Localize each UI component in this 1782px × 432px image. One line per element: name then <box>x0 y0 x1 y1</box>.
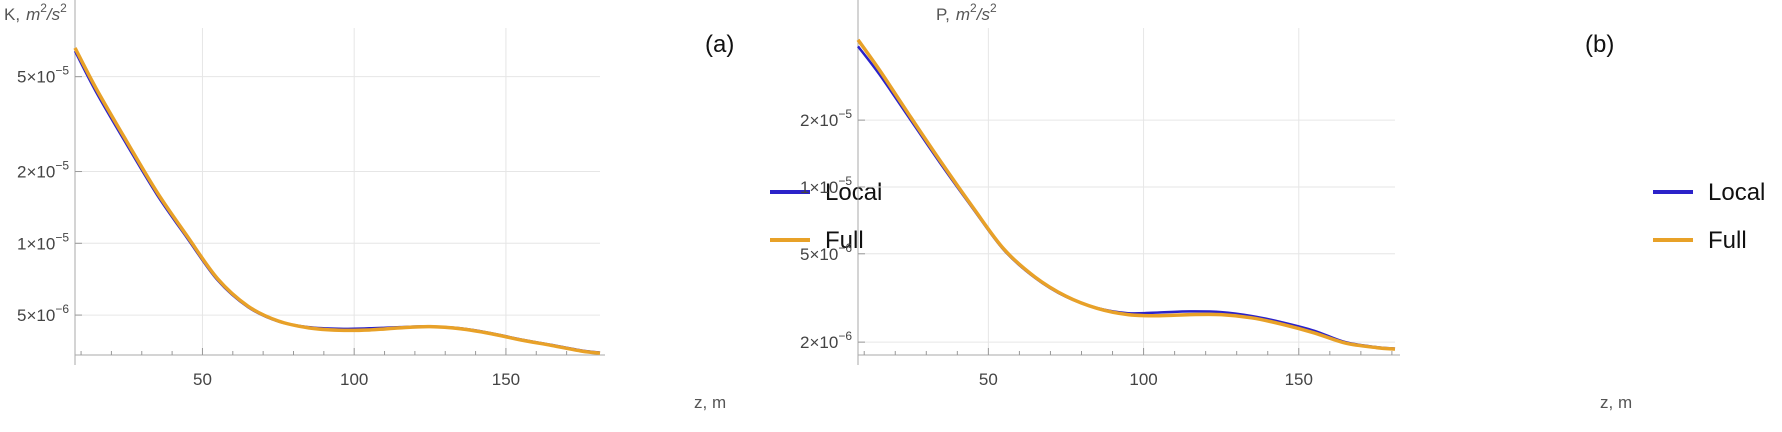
panel-a-ylabel: K, m2/s2 <box>4 1 67 24</box>
panel-b-ylabel-prefix: P, <box>936 5 950 24</box>
panel-b-ylabel-base: m <box>956 5 970 24</box>
panel-a-y-tick-label-0: 5×10−5 <box>17 64 69 87</box>
panel-a-ylabel-prefix: K, <box>4 5 20 24</box>
panel-b-legend-label-local: Local <box>1708 179 1765 206</box>
panel-a-legend-label-local: Local <box>825 179 882 206</box>
panel-a-legend-label-full: Full <box>825 227 864 254</box>
panel-a-xlabel: z, m <box>694 393 726 412</box>
panel-b-y-tick-label-1: 1×10−5 <box>800 174 852 197</box>
panel-a-series-full-line <box>73 47 601 355</box>
panel-b-ylabel-exp: 2 <box>970 1 977 15</box>
panel-b-x-tick-label-0: 50 <box>979 370 998 389</box>
panel-a-ylabel-exp2: 2 <box>60 1 67 15</box>
panel-a-x-tick-label-2: 150 <box>492 370 520 389</box>
panel-b-ylabel-exp2: 2 <box>990 1 997 15</box>
panel-a-ylabel-base: m <box>26 5 40 24</box>
panel-b-x-tick-label-1: 100 <box>1129 370 1157 389</box>
panel-b-y-tick-label-2: 5×10−6 <box>800 241 852 264</box>
panel-b-y-tick-label-3: 2×10−6 <box>800 329 852 352</box>
panel-a-y-tick-label-3: 5×10−6 <box>17 302 69 325</box>
panel-a-y-tick-label-1: 2×10−5 <box>17 159 69 182</box>
panel-b-tag: (b) <box>1585 31 1614 58</box>
panel-a-series-local-line <box>73 50 601 354</box>
panel-b-series-full-line <box>856 38 1396 351</box>
panel-b-ylabel: P, m2/s2 <box>936 1 997 24</box>
panel-a-y-tick-label-2: 1×10−5 <box>17 230 69 253</box>
panel-b-plot: 50 100 150 2×10−5 1×10−5 5×10−6 2×10−6 <box>800 0 1400 389</box>
panel-a-plot: 50 100 150 5×10−5 2×10−5 1×10−5 5×10−6 <box>17 0 605 389</box>
panel-a-x-tick-label-0: 50 <box>193 370 212 389</box>
panel-b-xlabel: z, m <box>1600 393 1632 412</box>
panel-b-legend-label-full: Full <box>1708 227 1747 254</box>
panel-a-tag: (a) <box>705 31 734 58</box>
panel-b-series-local-line <box>857 45 1396 350</box>
panel-b-ylabel-div: /s <box>976 5 991 24</box>
panel-b-y-tick-label-0: 2×10−5 <box>800 107 852 130</box>
panel-a-ylabel-div: /s <box>46 5 61 24</box>
panel-b-x-tick-label-2: 150 <box>1285 370 1313 389</box>
panel-a-x-tick-label-1: 100 <box>340 370 368 389</box>
panel-a-ylabel-exp: 2 <box>40 1 47 15</box>
